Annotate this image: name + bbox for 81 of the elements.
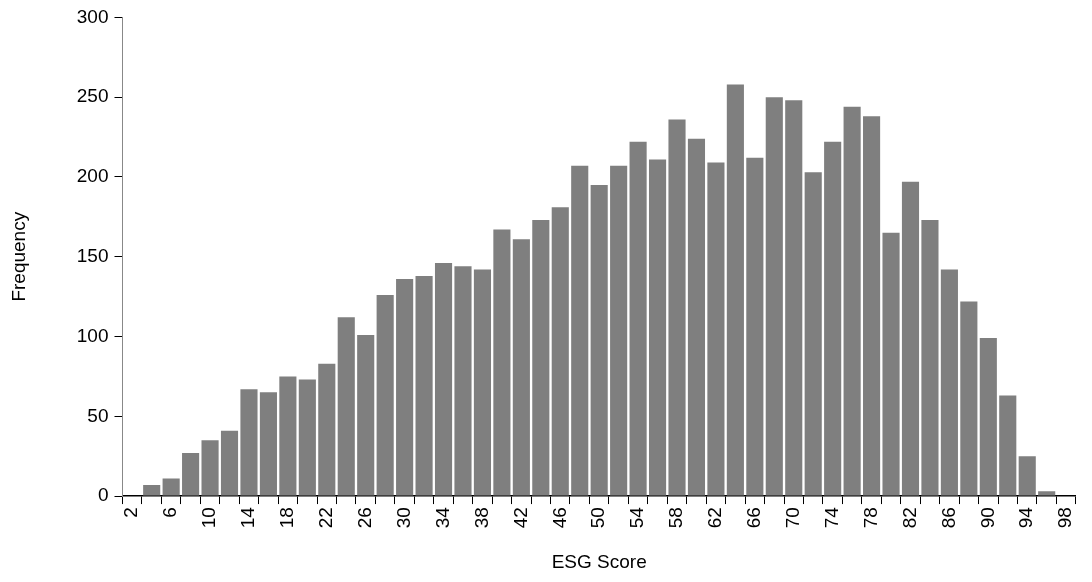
x-tick-label: 30 — [392, 507, 414, 529]
y-tick-label: 0 — [97, 484, 109, 506]
x-tick-label: 38 — [470, 507, 492, 529]
bar — [396, 279, 414, 496]
x-tick-label: 82 — [898, 507, 920, 529]
y-tick-label: 250 — [76, 85, 109, 107]
x-tick-label: 14 — [237, 506, 259, 529]
x-tick-label: 6 — [159, 507, 181, 518]
bar — [182, 452, 200, 496]
y-axis-title: Frequency — [7, 211, 29, 302]
bar — [960, 301, 978, 496]
bar — [318, 363, 336, 496]
x-tick-label: 22 — [315, 507, 337, 529]
bar — [473, 269, 492, 496]
bar — [337, 317, 355, 496]
bar — [785, 100, 803, 496]
bar — [629, 141, 647, 496]
bar — [512, 239, 530, 496]
bar — [707, 162, 725, 496]
bar — [999, 395, 1017, 496]
x-tick-label: 86 — [937, 507, 959, 529]
x-tick-label: 50 — [587, 507, 609, 529]
x-tick-label: 10 — [198, 507, 220, 529]
x-tick-label: 46 — [548, 507, 570, 529]
bar — [668, 119, 686, 496]
x-axis-title: ESG Score — [551, 550, 647, 572]
bar — [259, 392, 277, 496]
x-tick-label: 58 — [665, 507, 687, 529]
bar — [824, 141, 842, 496]
bar — [590, 184, 608, 496]
bar — [551, 207, 569, 496]
bar — [532, 220, 550, 496]
bar — [610, 165, 628, 496]
y-tick-label: 150 — [76, 244, 109, 266]
x-tick-label: 70 — [781, 507, 803, 529]
x-tick-label: 78 — [859, 507, 881, 529]
bar — [240, 389, 258, 496]
bar — [726, 84, 744, 496]
bar — [843, 106, 861, 496]
x-tick-label: 62 — [704, 507, 726, 529]
bar — [921, 220, 939, 496]
y-tick-label: 100 — [76, 324, 109, 346]
bar — [357, 334, 375, 496]
y-tick-label: 200 — [76, 165, 109, 187]
bar — [882, 232, 900, 496]
bar — [648, 159, 667, 496]
bar — [940, 269, 958, 496]
bar — [493, 229, 511, 496]
bar — [746, 157, 764, 496]
bar — [162, 478, 180, 496]
x-tick-label: 90 — [976, 507, 998, 529]
bar — [804, 172, 822, 496]
bar — [143, 484, 161, 496]
bar — [979, 338, 997, 496]
x-tick-label: 74 — [820, 506, 842, 529]
bar — [687, 138, 706, 496]
bar — [454, 266, 472, 496]
x-tick-label: 34 — [431, 506, 453, 529]
x-tick-label: 66 — [743, 507, 765, 529]
x-tick-label: 2 — [120, 507, 142, 518]
y-tick-label: 300 — [76, 5, 109, 27]
x-tick-label: 42 — [509, 507, 531, 529]
x-tick-label: 54 — [626, 506, 648, 529]
bar — [765, 97, 783, 496]
bar — [298, 379, 316, 496]
bar — [863, 116, 881, 496]
x-tick-label: 26 — [353, 507, 375, 529]
x-tick-label: 94 — [1015, 506, 1037, 529]
y-tick-label: 50 — [87, 404, 109, 426]
bar — [571, 165, 589, 496]
bar — [434, 263, 453, 496]
bar — [220, 430, 239, 496]
bar — [901, 181, 920, 496]
bar — [1018, 456, 1036, 496]
x-tick-label: 98 — [1054, 507, 1076, 529]
bar — [201, 440, 219, 496]
bar — [415, 275, 433, 496]
bar — [376, 295, 394, 496]
bar — [1038, 491, 1056, 496]
x-tick-label: 18 — [276, 507, 298, 529]
bar — [279, 376, 297, 496]
